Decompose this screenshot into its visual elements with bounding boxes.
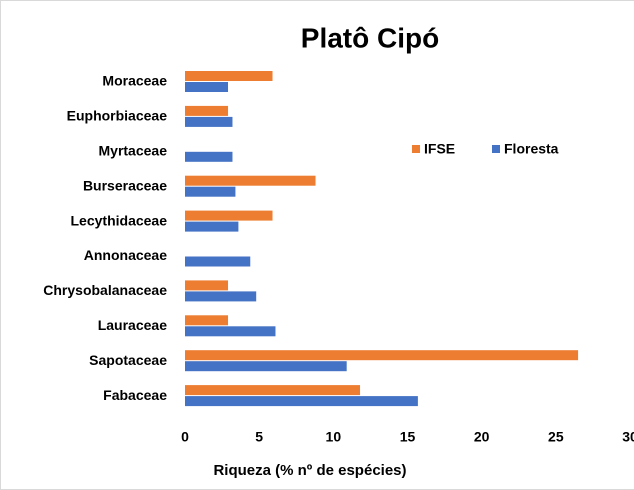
y-tick-label: Sapotaceae: [89, 352, 167, 368]
bar: [185, 361, 347, 372]
x-tick-label: 20: [474, 429, 490, 445]
y-tick-label: Lecythidaceae: [71, 212, 168, 228]
y-tick-label: Lauraceae: [98, 317, 167, 333]
x-tick-label: 0: [181, 429, 189, 445]
bar: [185, 385, 361, 396]
x-tick-label: 5: [255, 429, 263, 445]
y-tick-label: Moraceae: [102, 73, 167, 89]
bar: [185, 105, 229, 116]
y-tick-label: Annonaceae: [84, 247, 167, 263]
bar: [185, 82, 229, 92]
legend-label: IFSE: [424, 141, 455, 157]
y-tick-label: Chrysobalanaceae: [43, 282, 167, 298]
bar: [185, 291, 257, 302]
legend-swatch: [492, 145, 500, 153]
bar: [185, 175, 316, 186]
bar: [185, 315, 229, 326]
y-tick-label: Burseraceae: [83, 177, 167, 193]
bar: [185, 396, 418, 407]
bar: [185, 71, 273, 81]
y-tick-label: Euphorbiaceae: [67, 108, 168, 124]
x-tick-label: 15: [400, 429, 416, 445]
chart-title: Platô Cipó: [301, 22, 439, 53]
bar: [185, 326, 276, 337]
bar: [185, 186, 236, 197]
x-tick-label: 30: [622, 429, 634, 445]
bar: [185, 280, 229, 291]
y-tick-label: Myrtaceae: [99, 143, 168, 159]
bar: [185, 151, 233, 162]
x-axis-label: Riqueza (% nº de espécies): [213, 462, 406, 479]
x-tick-label: 25: [548, 429, 564, 445]
y-tick-label: Fabaceae: [103, 387, 167, 403]
bar: [185, 350, 579, 361]
bar: [185, 116, 233, 127]
legend-swatch: [412, 145, 420, 153]
x-tick-label: 10: [326, 429, 342, 445]
bar: [185, 256, 251, 267]
bar: [185, 210, 273, 221]
legend-label: Floresta: [504, 141, 559, 157]
bar: [185, 221, 239, 232]
